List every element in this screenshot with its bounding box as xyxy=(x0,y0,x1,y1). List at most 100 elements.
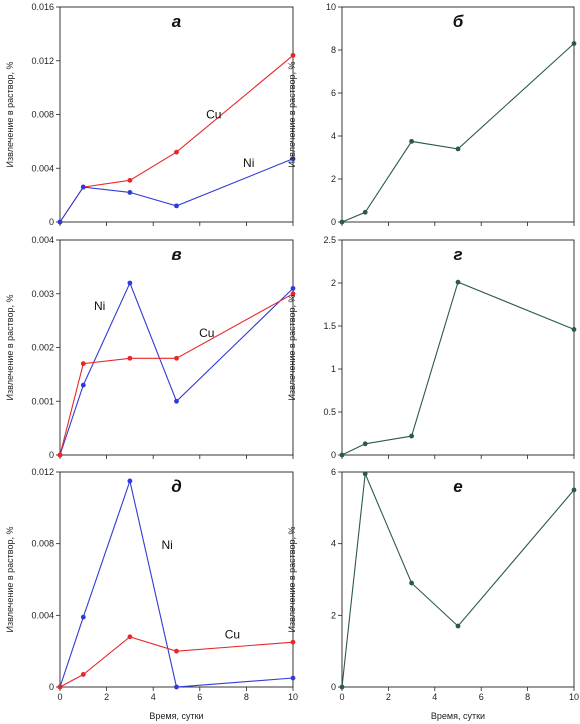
y-tick-label: 0.004 xyxy=(31,235,54,245)
y-tick-label: 0 xyxy=(49,682,54,692)
data-point xyxy=(409,138,414,144)
series-label-ni: Ni xyxy=(243,156,254,170)
data-point xyxy=(290,675,296,681)
y-tick-label: 0 xyxy=(331,450,336,460)
series-label-cu: Cu xyxy=(206,108,221,122)
data-point xyxy=(174,203,179,209)
y-tick-label: 1 xyxy=(331,364,336,374)
data-point xyxy=(290,285,296,291)
data-point xyxy=(174,398,179,404)
data-point xyxy=(127,355,133,361)
series-line-main xyxy=(341,43,575,223)
data-point xyxy=(455,146,461,152)
x-axis-label: Время, сутки xyxy=(149,711,203,721)
series-line-ni xyxy=(59,158,294,223)
series-line-main xyxy=(341,281,575,456)
y-tick-label: 0.003 xyxy=(31,289,54,299)
series-line-main xyxy=(341,471,575,688)
y-axis-label: Извлечение в раствор, % xyxy=(287,295,297,401)
y-tick-label: 0.012 xyxy=(31,467,54,477)
y-tick-label: 1.5 xyxy=(323,321,336,331)
data-point xyxy=(174,149,179,155)
plot-frame xyxy=(59,6,294,223)
panel-g: 0 0.5 1 1.5 2 2.5 Извлечение в раствор, % г xyxy=(287,235,577,460)
plot-frame xyxy=(341,471,575,688)
data-point xyxy=(339,452,345,458)
y-tick-label: 0.004 xyxy=(31,610,54,620)
plot-frame xyxy=(341,239,575,456)
y-tick-label: 0 xyxy=(49,450,54,460)
panel-a: 0 0.004 0.008 0.012 0.016 Извлечение в раство… xyxy=(5,2,296,227)
series-line-cu xyxy=(59,54,294,223)
x-tick-label: 10 xyxy=(288,692,298,702)
x-tick-label: 2 xyxy=(104,692,109,702)
y-tick-label: 0.016 xyxy=(31,2,54,12)
y-tick-label: 0.008 xyxy=(31,539,54,549)
x-tick-label: 2 xyxy=(386,692,391,702)
panel-letter: д xyxy=(171,477,182,496)
data-point xyxy=(339,684,345,690)
data-point xyxy=(339,219,345,225)
y-tick-label: 2 xyxy=(331,610,336,620)
x-tick-label: 6 xyxy=(197,692,202,702)
panel-v: 0 0.001 0.002 0.003 0.004 Извлечение в раство… xyxy=(5,235,296,460)
plot-frame xyxy=(59,471,294,688)
series-line-ni xyxy=(59,478,294,688)
y-tick-label: 0.001 xyxy=(31,396,54,406)
y-tick-label: 0.012 xyxy=(31,56,54,66)
panel-letter: а xyxy=(172,12,181,31)
y-tick-label: 4 xyxy=(331,539,336,549)
y-tick-label: 6 xyxy=(331,88,336,98)
y-tick-label: 2 xyxy=(331,278,336,288)
y-axis-label: Извлечение в раствор, % xyxy=(5,295,15,401)
plot-frame xyxy=(59,239,294,456)
panel-letter: б xyxy=(453,12,464,31)
y-tick-label: 0 xyxy=(331,682,336,692)
series-label-ni: Ni xyxy=(162,538,173,552)
panel-letter: е xyxy=(453,477,462,496)
x-tick-label: 10 xyxy=(569,692,579,702)
plot-frame xyxy=(341,6,575,223)
y-tick-label: 0.004 xyxy=(31,163,54,173)
data-point xyxy=(290,52,296,58)
data-point xyxy=(571,327,577,332)
y-axis-label: Извлечение в раствор, % xyxy=(5,527,15,633)
y-tick-label: 0.5 xyxy=(323,407,336,417)
data-point xyxy=(174,684,179,690)
y-axis-label: Извлечение в раствор, % xyxy=(287,62,297,168)
y-tick-label: 6 xyxy=(331,467,336,477)
data-point xyxy=(174,648,179,654)
series-line-cu xyxy=(59,636,294,688)
data-point xyxy=(455,623,461,629)
data-point xyxy=(80,672,86,677)
x-tick-label: 4 xyxy=(432,692,437,702)
x-tick-label: 8 xyxy=(244,692,249,702)
data-point xyxy=(57,219,63,225)
data-point xyxy=(57,452,63,458)
data-point xyxy=(57,684,63,690)
data-point xyxy=(409,580,414,586)
data-point xyxy=(80,614,86,620)
data-point xyxy=(127,634,133,640)
y-tick-label: 0.002 xyxy=(31,343,54,353)
y-axis-label: Извлечение в раствор, % xyxy=(287,527,297,633)
panel-e: 0 2 4 6 0 2 4 6 8 10 Извлечение в раствор, % Время,… xyxy=(287,467,579,721)
data-point xyxy=(80,382,86,388)
series-label-cu: Cu xyxy=(225,628,240,642)
data-point xyxy=(127,280,133,286)
series-line-cu xyxy=(59,293,294,456)
data-point xyxy=(127,478,133,484)
y-tick-label: 0 xyxy=(331,217,336,227)
data-point xyxy=(290,156,296,162)
y-axis-label: Извлечение в раствор, % xyxy=(5,62,15,168)
x-tick-label: 6 xyxy=(479,692,484,702)
series-label-ni: Ni xyxy=(94,299,105,313)
data-point xyxy=(409,433,414,439)
data-point xyxy=(290,291,296,297)
y-tick-label: 8 xyxy=(331,45,336,55)
data-point xyxy=(362,441,368,447)
data-point xyxy=(127,177,133,183)
y-tick-label: 2 xyxy=(331,174,336,184)
y-tick-label: 4 xyxy=(331,131,336,141)
